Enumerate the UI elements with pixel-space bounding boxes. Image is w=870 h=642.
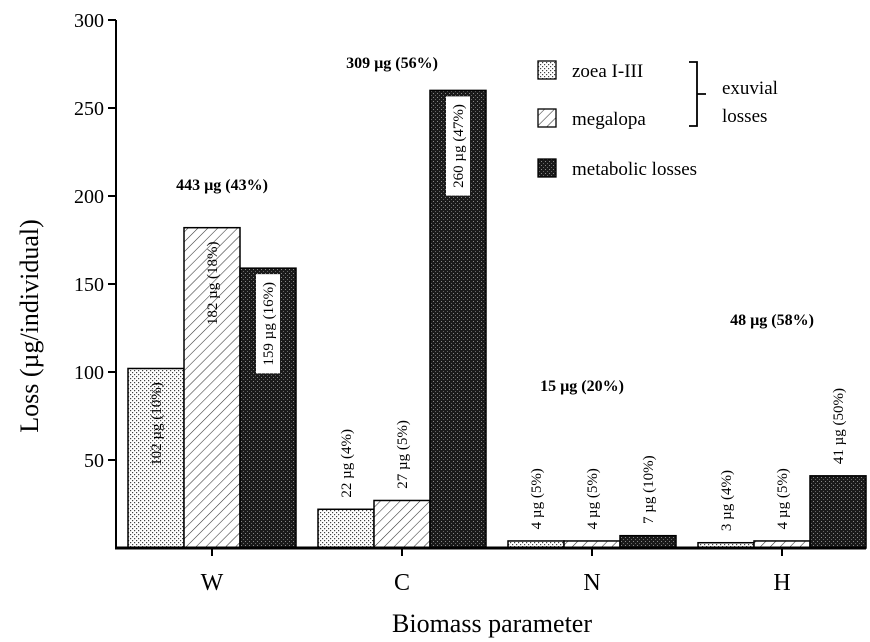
bar-value-label: 4 µg (5%) [585,468,601,529]
bar-c-dotted [317,508,375,549]
y-tick-label: 150 [74,274,104,296]
bar-label-background [256,274,280,374]
y-tick-label: 250 [74,98,104,120]
bar-label-background [446,96,470,196]
bar-value-label: 22 µg (4%) [339,429,355,498]
bar-labels-group: 102 µg (10%) 182 µg (18%) 159 µg (16%) 22 µ… [149,96,847,531]
y-tick-label: 300 [74,10,104,32]
bar-value-label: 41 µg (50%) [831,388,847,464]
legend-label: megalopa [572,109,646,130]
legend-label: metabolic losses [572,159,697,180]
y-axis-title: Loss (µg/individual) [15,219,44,433]
y-tick-label: 50 [84,450,104,472]
legend-swatch-dark [537,158,557,178]
bar-c-hatched [373,499,431,549]
legend: zoea I-III megalopa metabolic losses exuvia… [537,60,778,180]
axes-group: 50 100 150 200 250 300 W C N H [74,10,866,596]
x-category-label: W [201,570,224,596]
legend-label: zoea I-III [572,61,643,82]
bar-w-hatched [183,226,241,549]
group-total-label: 309 µg (56%) [346,55,438,72]
bar-value-label: 27 µg (5%) [395,420,411,489]
bar-value-label: 4 µg (5%) [529,468,545,529]
x-category-label: N [583,570,600,596]
group-total-label: 443 µg (43%) [176,177,268,194]
x-category-label: C [394,570,410,596]
totals-group: 443 µg (43%) 309 µg (56%) 15 µg (20%) 48 µg… [176,55,814,395]
legend-bracket [689,61,706,127]
bar-value-label: 260 µg (47%) [451,104,467,188]
group-total-label: 48 µg (58%) [730,312,814,329]
bar-value-label: 159 µg (16%) [261,282,277,366]
y-tick-label: 100 [74,362,104,384]
bar-value-label: 4 µg (5%) [775,468,791,529]
legend-swatch-hatched [537,108,557,128]
x-category-label: H [773,570,790,596]
bar-w-dotted [127,367,185,549]
bar-value-label: 182 µg (18%) [205,241,221,325]
bar-value-label: 3 µg (4%) [719,470,735,531]
group-total-label: 15 µg (20%) [540,378,624,395]
y-tick-label: 200 [74,186,104,208]
bar-value-label: 7 µg (10%) [641,455,657,524]
legend-group-label: exuvial [722,78,778,99]
bar-value-label: 102 µg (10%) [149,382,165,466]
x-axis-title: Biomass parameter [392,609,592,638]
legend-swatch-dotted [537,60,557,80]
bar-h-dark [809,475,867,549]
bar-n-dark [619,534,677,549]
legend-group-label: losses [722,106,767,127]
